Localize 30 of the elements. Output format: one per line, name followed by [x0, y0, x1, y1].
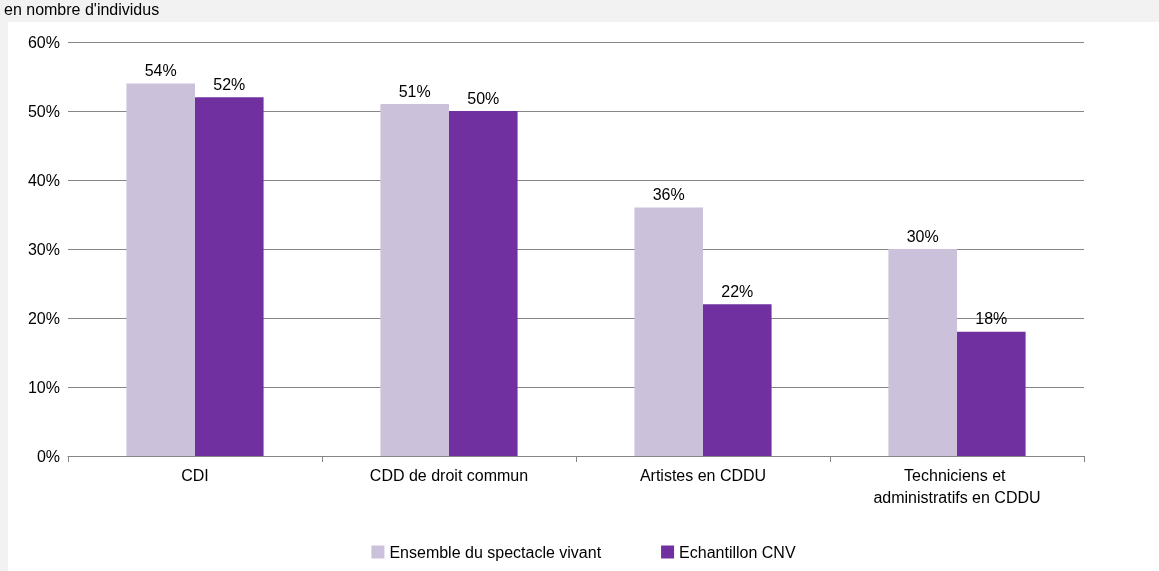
y-tick-label: 10% [27, 378, 60, 396]
legend-label: Ensemble du spectacle vivant [389, 543, 602, 561]
x-tick-label: Techniciens et administratifs en CDDU [873, 466, 1041, 506]
y-tick-label: 30% [27, 240, 60, 258]
bar [449, 111, 518, 456]
bar [703, 304, 772, 456]
y-tick-label: 50% [27, 102, 60, 120]
legend-label: Echantillon CNV [679, 543, 796, 561]
bar [380, 104, 449, 456]
y-tick-label: 20% [27, 309, 60, 327]
x-tick-label: CDD de droit commun [369, 466, 529, 484]
data-label: 30% [906, 227, 939, 245]
bar [888, 249, 957, 456]
data-label: 18% [975, 310, 1008, 328]
data-label: 52% [213, 75, 246, 93]
bar [195, 97, 264, 456]
x-tick-label: Artistes en CDDU [639, 466, 767, 484]
y-tick-label: 0% [36, 447, 60, 465]
data-label: 50% [467, 89, 500, 107]
data-label: 54% [144, 61, 177, 79]
data-label: 51% [398, 82, 431, 100]
y-tick-label: 40% [27, 171, 60, 189]
data-label: 22% [721, 282, 754, 300]
bar [634, 207, 703, 456]
x-tick-label: CDI [181, 466, 209, 484]
data-label: 36% [652, 186, 685, 204]
y-tick-label: 60% [27, 33, 60, 51]
bar [957, 331, 1026, 456]
chart-subtitle: en nombre d'individus [4, 0, 160, 20]
bar [126, 83, 195, 456]
